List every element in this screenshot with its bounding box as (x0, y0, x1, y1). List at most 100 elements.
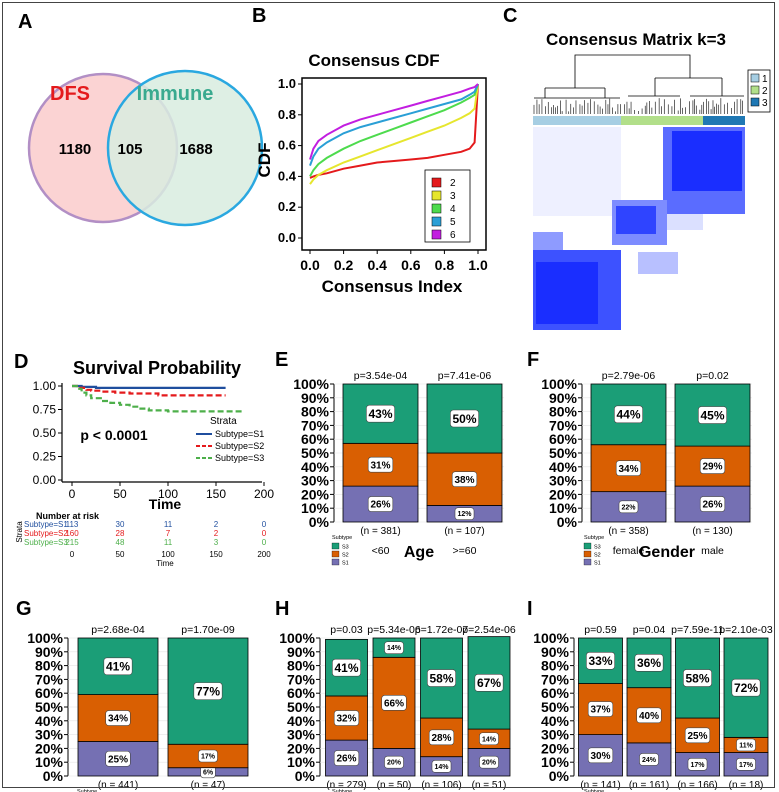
dendrogram (533, 54, 744, 114)
bar-value-label: 24% (642, 757, 657, 764)
km-xtick-label: 0 (69, 487, 76, 501)
bar-legend-title: Subtype (584, 789, 604, 792)
bar-legend-label: S3 (594, 545, 601, 551)
bar-label-box (699, 496, 726, 512)
km-legend: Subtype=S1 Subtype=S2 Subtype=S3 (196, 429, 264, 463)
risk-cell: 2 (214, 529, 219, 538)
bar-label-box (698, 406, 727, 424)
bar-ytick-label: 80% (287, 658, 316, 674)
risk-ylabel: Strata (15, 521, 24, 543)
bar-ytick-label: 10% (287, 754, 316, 770)
bar-panels: E100%90%80%70%60%50%40%30%20%10%0%26%31%… (16, 349, 773, 792)
bar-ytick-label: 60% (287, 685, 316, 701)
consensus-heatmap (533, 127, 745, 330)
cdf-ytick-label: 1.0 (278, 76, 296, 91)
bar-value-label: 38% (454, 475, 474, 486)
bar-legend-swatch (583, 550, 592, 558)
bar-value-label: 37% (590, 705, 610, 716)
bar-legend-label: S3 (342, 545, 349, 551)
bar-value-label: 32% (336, 714, 356, 725)
bar-label-box (105, 710, 131, 726)
risk-title: Number at risk (36, 511, 100, 521)
bar-legend-title: Subtype (332, 535, 352, 541)
km-curve-subtype-s2 (72, 384, 226, 397)
bar-category-label: >=60 (453, 545, 477, 557)
bar-n-label: (n = 279) (326, 780, 366, 791)
bar-value-label: 67% (477, 676, 501, 690)
dendro-subtrees (534, 95, 744, 99)
bar-label-box (736, 738, 756, 752)
bar-ytick-label: 10% (541, 754, 570, 770)
bar-label-box (636, 707, 662, 724)
cdf-xtick-label: 0.0 (300, 257, 320, 273)
bar-pvalue: p=1.72e-07 (415, 624, 469, 636)
bar-value-label: 17% (201, 754, 216, 761)
bar-ytick-label: 80% (35, 658, 64, 674)
km-curves (72, 384, 243, 413)
bar-legend-label: S1 (342, 561, 349, 567)
bar-value-label: 33% (588, 654, 612, 668)
bar-category-label: female (613, 545, 645, 557)
heatmap-block-c-edge (533, 232, 563, 250)
bar-ytick-label: 90% (287, 644, 316, 660)
bar-legend-swatch (331, 558, 340, 566)
bar-ytick-label: 70% (35, 671, 64, 687)
cdf-line-k5 (309, 83, 479, 166)
bar-label-box (474, 674, 504, 692)
bar-ytick-label: 100% (293, 376, 329, 392)
bar-pvalue: p=2.68e-04 (91, 624, 145, 636)
cdf-line-k6 (309, 83, 479, 160)
bar-ytick-label: 100% (533, 630, 569, 646)
bar-label-box (615, 460, 642, 476)
bar-ytick-label: 10% (35, 754, 64, 770)
bar-n-label: (n = 130) (692, 526, 732, 537)
panel-e: E100%90%80%70%60%50%40%30%20%10%0%26%31%… (275, 349, 504, 567)
matrix-legend-label: 3 (762, 98, 768, 109)
bar-pvalue: p=2.79e-06 (602, 370, 656, 382)
matrix-legend-items: 123 (750, 73, 768, 109)
bar-category-label: male (701, 545, 724, 557)
bar-ytick-label: 20% (301, 486, 330, 502)
bar-ytick-label: 40% (541, 713, 570, 729)
cdf-plot-frame (301, 77, 487, 251)
bar-ytick-label: 70% (301, 417, 330, 433)
bar-label-box (367, 496, 394, 512)
km-xlabel: Time (149, 496, 182, 512)
bar-label-box (367, 456, 394, 473)
dendro-root (574, 54, 691, 88)
bar-ytick-label: 80% (549, 404, 578, 420)
bar-label-box (451, 471, 478, 488)
bar-label-box (683, 669, 712, 687)
bar-value-label: 43% (368, 407, 392, 421)
venn-overlap-count: 105 (117, 141, 142, 158)
cdf-xtick-label: 0.6 (401, 257, 421, 273)
cdf-xtick-label: 0.8 (435, 257, 455, 273)
risk-cell: 7 (166, 529, 171, 538)
bar-label-box (454, 507, 475, 521)
bar-label-box (586, 651, 615, 670)
cdf-legend-swatch (431, 229, 442, 240)
risk-cell: 113 (66, 520, 79, 529)
risk-row-label: Subtype=S2 (24, 529, 68, 538)
bar-value-label: 14% (387, 645, 402, 652)
panel-c: C Consensus Matrix k=3 123 (503, 5, 771, 330)
venn-immune-only-count: 1688 (179, 141, 212, 158)
bar-label-box (366, 404, 395, 423)
bar-n-label: (n = 47) (191, 780, 226, 791)
cluster-bar-2 (621, 116, 703, 125)
bar-label-box (427, 669, 456, 687)
venn-dfs-title: DFS (50, 83, 90, 105)
heatmap-block-b-core (616, 206, 656, 234)
km-xtick-label: 150 (206, 487, 226, 501)
cdf-line-k3 (309, 83, 479, 185)
bar-ytick-label: 100% (541, 376, 577, 392)
bar-n-label: (n = 107) (444, 526, 484, 537)
bar-ytick-label: 0% (309, 514, 330, 530)
cdf-legend-label: 6 (450, 230, 456, 241)
bar-ytick-label: 70% (287, 671, 316, 687)
bar-ytick-label: 20% (287, 740, 316, 756)
bar-segment-s3 (578, 637, 623, 684)
risk-xtick-label: 200 (257, 550, 271, 559)
risk-cell: 11 (164, 538, 173, 547)
